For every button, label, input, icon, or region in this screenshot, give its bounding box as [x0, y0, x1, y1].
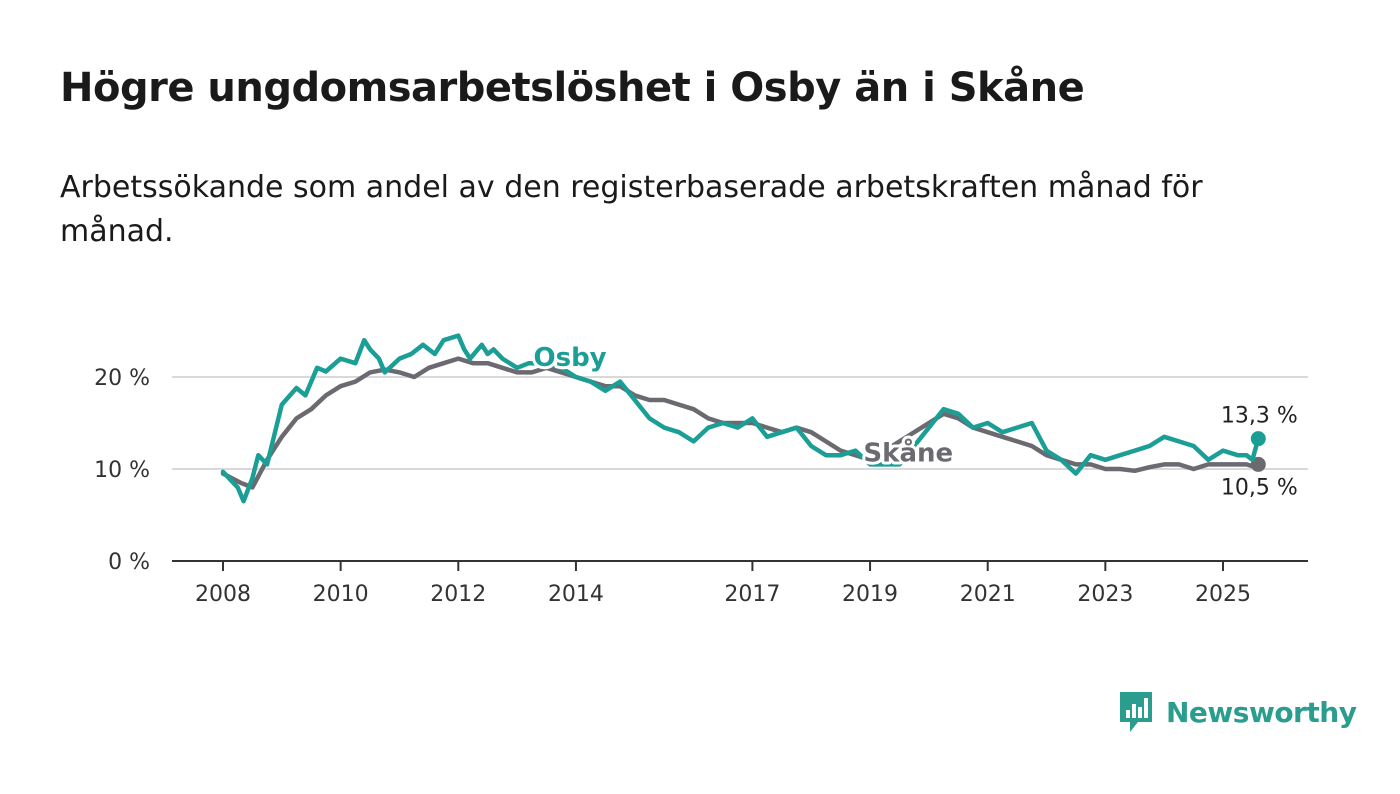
x-tick-label: 2021 [960, 582, 1016, 607]
series-label-osby: Osby [533, 343, 606, 373]
x-tick-label: 2019 [842, 582, 898, 607]
series-end-marker-osby [1250, 431, 1266, 447]
x-tick-label: 2017 [724, 582, 780, 607]
x-tick-label: 2010 [313, 582, 369, 607]
y-tick-label: 10 % [94, 458, 150, 483]
chart-title: Högre ungdomsarbetslöshet i Osby än i Sk… [60, 65, 1085, 111]
y-tick-label: 20 % [94, 366, 150, 391]
y-axis-ticks: 0 % 10 % 20 % [94, 366, 150, 575]
x-tick-label: 2012 [430, 582, 486, 607]
brand-name: Newsworthy [1166, 695, 1357, 729]
series-line-osby [220, 333, 1261, 504]
series-label-skne: Skåne [863, 436, 953, 468]
y-tick-label: 0 % [108, 550, 150, 575]
chart-subtitle: Arbetssökande som andel av den registerb… [60, 170, 1203, 249]
series-lines [220, 333, 1266, 504]
x-tick-label: 2025 [1195, 582, 1251, 607]
series-end-marker-skne [1250, 456, 1266, 472]
series-labels: Osby 13,3 % Skåne 10,5 % [530, 340, 1300, 503]
x-axis-ticks: 2008 2010 2012 2014 2017 2019 2021 2023 2025 [195, 561, 1251, 607]
x-tick-label: 2008 [195, 582, 251, 607]
x-tick-label: 2014 [548, 582, 604, 607]
newsworthy-logo: Newsworthy [1118, 690, 1357, 734]
end-value-label-skne: 10,5 % [1221, 475, 1298, 500]
x-tick-label: 2023 [1077, 582, 1133, 607]
end-value-label-osby: 13,3 % [1221, 404, 1298, 429]
newsworthy-logo-icon [1120, 692, 1152, 732]
